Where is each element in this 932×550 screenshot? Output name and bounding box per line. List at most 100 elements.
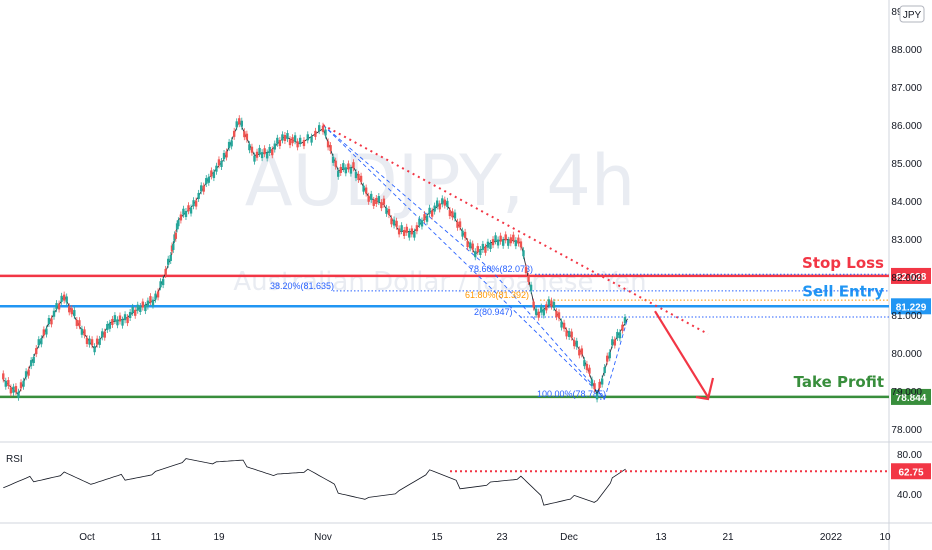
candle-body xyxy=(519,241,523,248)
candle-body xyxy=(202,185,205,192)
price-tick-label: 86.000 xyxy=(891,121,922,132)
candle-body xyxy=(131,306,134,313)
fib-level-label: 38.20%(81.635) xyxy=(270,281,334,291)
candle-body xyxy=(484,246,487,253)
level-label: Sell Entry xyxy=(802,282,884,300)
candle-body xyxy=(154,293,157,300)
currency-badge-box[interactable] xyxy=(899,5,925,23)
candle-body xyxy=(359,175,363,182)
candle-body xyxy=(288,139,292,146)
candle-body xyxy=(314,130,317,137)
candle-body xyxy=(88,338,91,345)
candle-body xyxy=(83,329,86,336)
candle-body xyxy=(354,172,358,179)
candle-body xyxy=(364,187,368,194)
candle-body xyxy=(608,352,611,359)
candle-body xyxy=(194,200,198,207)
candle-body xyxy=(32,357,35,363)
level-tag: 78.844 xyxy=(896,393,927,404)
candle-body xyxy=(167,258,170,265)
candle-body xyxy=(471,243,474,250)
candle-body xyxy=(392,219,396,226)
candle-body xyxy=(334,160,337,167)
rsi-line xyxy=(3,458,626,506)
candle-body xyxy=(342,163,345,170)
level-tag: 82.028 xyxy=(896,272,927,283)
candle-body xyxy=(344,167,348,174)
candle-body xyxy=(611,339,614,346)
candle-body xyxy=(321,125,325,132)
candle-body xyxy=(380,202,383,209)
candle-body xyxy=(588,367,591,374)
candle-body xyxy=(362,185,365,192)
candle-body xyxy=(453,212,457,219)
candle-body xyxy=(57,303,61,310)
candle-body xyxy=(590,379,594,386)
price-axis[interactable]: 89.00088.00087.00086.00085.00084.00083.0… xyxy=(891,7,922,436)
candle-body xyxy=(248,144,251,151)
candle-body xyxy=(62,294,66,301)
currency-badge[interactable]: JPY xyxy=(903,10,922,21)
candle-body xyxy=(496,239,500,246)
price-tick-label: 78.000 xyxy=(891,425,922,436)
candle-body xyxy=(486,241,490,248)
candle-body xyxy=(95,338,99,345)
rsi-level-tag-box xyxy=(891,463,931,480)
price-tick-label: 85.000 xyxy=(891,159,922,170)
candle-body xyxy=(489,243,492,249)
price-tick-label: 79.000 xyxy=(891,387,922,398)
candle-body xyxy=(60,295,63,302)
candle-body xyxy=(474,251,477,258)
candle-body xyxy=(187,205,190,212)
candle-body xyxy=(451,211,454,218)
candle-body xyxy=(557,312,561,319)
candle-body xyxy=(27,369,30,376)
projection-arrow xyxy=(654,310,709,398)
time-tick-label: 15 xyxy=(431,532,443,543)
candle-body xyxy=(413,231,416,238)
fib-level-label: 78.60%(82.073) xyxy=(469,264,533,274)
candle-body xyxy=(494,235,497,242)
candle-body xyxy=(507,239,510,246)
candle-body xyxy=(550,300,553,307)
watermark-name: Australian Dollar / Japanese Yen xyxy=(233,267,646,297)
candle-body xyxy=(75,319,79,326)
fibonacci-tool: 78.60%(82.073) 38.20%(81.635) 61.80%(81.39… xyxy=(270,124,889,401)
candle-body xyxy=(542,309,545,316)
candle-body xyxy=(382,198,386,205)
candle-body xyxy=(159,281,162,288)
candle-body xyxy=(113,315,117,322)
time-tick-label: 11 xyxy=(151,532,162,543)
candle-body xyxy=(230,140,233,147)
candle-body xyxy=(565,330,568,337)
candle-body xyxy=(410,228,414,235)
candle-body xyxy=(403,230,406,236)
candle-body xyxy=(324,129,327,136)
level-tag: 81.229 xyxy=(896,302,927,313)
candle-body xyxy=(499,235,502,242)
candle-body xyxy=(418,218,421,225)
rsi-tick-label: 80.00 xyxy=(897,450,922,461)
rsi-pane: RSI 80.00 40.00 62.75 xyxy=(3,450,931,506)
candle-body xyxy=(302,140,306,147)
candle-body xyxy=(337,170,340,177)
candle-body xyxy=(433,205,436,212)
time-axis[interactable]: Oct 11 19 Nov 15 23 Dec 13 21 2022 10 xyxy=(79,532,891,543)
candle-body xyxy=(220,160,223,167)
candle-body xyxy=(377,196,381,203)
candle-body xyxy=(250,146,254,153)
candle-body xyxy=(441,198,444,205)
candle-body xyxy=(562,322,566,329)
candle-body xyxy=(349,167,353,174)
candle-body xyxy=(293,135,297,142)
candle-body xyxy=(144,305,147,312)
price-tick-label: 87.000 xyxy=(891,83,922,94)
candle-body xyxy=(184,211,188,217)
candle-body xyxy=(468,242,472,249)
candle-body xyxy=(347,163,350,170)
candle-body xyxy=(134,309,137,316)
candle-body xyxy=(618,332,622,339)
candle-body xyxy=(408,231,411,238)
candle-body xyxy=(425,215,429,222)
